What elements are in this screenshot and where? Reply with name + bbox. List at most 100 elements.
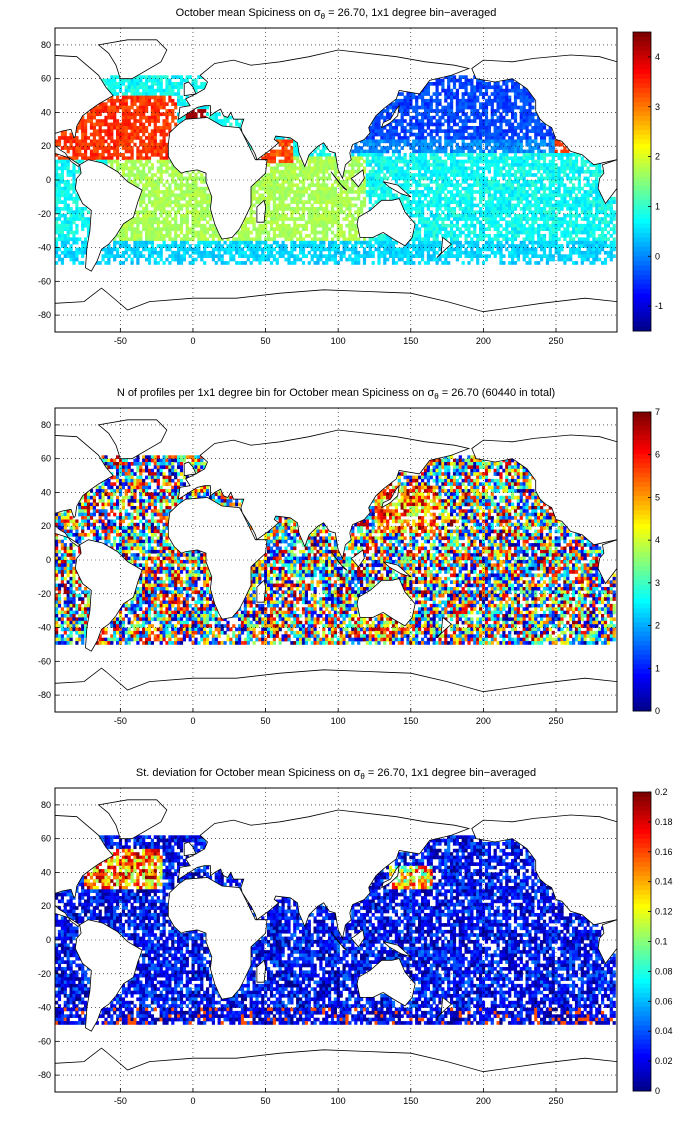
panel-2-title: N of profiles per 1x1 degree bin for Oct… bbox=[56, 387, 616, 401]
y-tick-label: -60 bbox=[38, 276, 51, 286]
colorbar-tick-label: 4 bbox=[655, 535, 660, 545]
x-tick-label: 50 bbox=[261, 336, 271, 346]
colorbar-tick-label: 0.04 bbox=[655, 1026, 673, 1036]
colorbar-3: 0.2 0.18 0.16 0.14 0.12 0.1 0.08 0.06 0.04 0.02 0 bbox=[632, 787, 673, 1096]
x-tick-label: -50 bbox=[114, 336, 127, 346]
y-tick-label: -80 bbox=[38, 690, 51, 700]
y-tick-label: -60 bbox=[38, 1036, 51, 1046]
y-tick-label: 60 bbox=[41, 74, 51, 84]
x-tick-label: 250 bbox=[548, 1096, 563, 1106]
colorbar-tick-label: 0.2 bbox=[655, 787, 668, 797]
y-tick-label: -20 bbox=[38, 589, 51, 599]
data-cells-layer bbox=[55, 75, 616, 265]
y-tick-label: 20 bbox=[41, 901, 51, 911]
y-tick-label: -40 bbox=[38, 243, 51, 253]
x-tick-label: 250 bbox=[548, 716, 563, 726]
gridlines bbox=[55, 788, 617, 1092]
y-tick-label: -80 bbox=[38, 310, 51, 320]
sigma-symbol: σ bbox=[427, 387, 435, 399]
x-tick-label: 100 bbox=[331, 716, 346, 726]
panel-3-title-suffix: = 26.70, 1x1 degree bin−averaged bbox=[364, 767, 537, 779]
colorbar-tick-label: 2 bbox=[655, 621, 660, 631]
y-tick-label: 20 bbox=[41, 521, 51, 531]
y-tick-label: 40 bbox=[41, 487, 51, 497]
y-tick-label: 60 bbox=[41, 454, 51, 464]
panel-3-title-text: St. deviation for October mean Spiciness… bbox=[135, 767, 354, 779]
colorbar-tick-label: 4 bbox=[655, 52, 660, 62]
colorbar-tick-label: 6 bbox=[655, 450, 660, 460]
data-cells-layer bbox=[55, 835, 616, 1025]
colorbar-tick-label: 0 bbox=[655, 1086, 660, 1096]
panel-2-title-text: N of profiles per 1x1 degree bin for Oct… bbox=[116, 387, 428, 399]
sigma-subscript: θ bbox=[320, 12, 326, 22]
colorbar-tick-label: 7 bbox=[655, 407, 660, 417]
y-tick-label: -20 bbox=[38, 969, 51, 979]
y-tick-label: 20 bbox=[41, 141, 51, 151]
sigma-subscript: θ bbox=[360, 772, 365, 782]
colorbar-tick-label: 0 bbox=[655, 251, 660, 261]
panel-1-title-suffix: = 26.70, 1x1 degree bin−averaged bbox=[325, 7, 497, 19]
colorbar-tick-label: 0.08 bbox=[655, 966, 673, 976]
x-tick-label: 100 bbox=[331, 336, 346, 346]
x-tick-label: 150 bbox=[403, 336, 418, 346]
colorbar-tick-label: 0.1 bbox=[655, 937, 668, 947]
colorbar-tick-label: 0 bbox=[655, 706, 660, 716]
x-tick-label: -50 bbox=[114, 716, 127, 726]
colorbar-tick-label: 1 bbox=[655, 201, 660, 211]
x-tick-label: 150 bbox=[403, 716, 418, 726]
y-tick-label: 60 bbox=[41, 834, 51, 844]
x-tick-label: 200 bbox=[476, 716, 491, 726]
y-tick-label: -60 bbox=[38, 656, 51, 666]
colorbar-1: 4 3 2 1 0 -1 bbox=[632, 31, 663, 332]
x-tick-label: 50 bbox=[261, 716, 271, 726]
sigma-subscript: θ bbox=[434, 392, 439, 402]
colorbar-tick-label: -1 bbox=[655, 301, 663, 311]
colorbar-tick-label: 0.18 bbox=[655, 817, 673, 827]
y-tick-label: 40 bbox=[41, 107, 51, 117]
x-tick-label: 250 bbox=[548, 336, 563, 346]
panel-1-title: October mean Spiciness on σθ = 26.70, 1x… bbox=[56, 7, 616, 21]
x-tick-label: 0 bbox=[190, 716, 195, 726]
x-tick-label: 50 bbox=[261, 1096, 271, 1106]
x-tick-label: 200 bbox=[476, 336, 491, 346]
panel-1-title-text: October mean Spiciness on bbox=[175, 7, 314, 19]
y-tick-label: 0 bbox=[46, 175, 51, 185]
colorbar-tick-label: 3 bbox=[655, 102, 660, 112]
x-tick-label: 200 bbox=[476, 1096, 491, 1106]
x-tick-label: 100 bbox=[331, 1096, 346, 1106]
x-tick-label: 150 bbox=[403, 1096, 418, 1106]
colorbar-tick-label: 0.12 bbox=[655, 907, 673, 917]
panel-2-title-suffix: = 26.70 (60440 in total) bbox=[438, 387, 556, 399]
y-tick-label: 0 bbox=[46, 935, 51, 945]
colorbar-tick-label: 3 bbox=[655, 578, 660, 588]
colorbar-tick-label: 0.02 bbox=[655, 1056, 673, 1066]
colorbar-tick-label: 2 bbox=[655, 152, 660, 162]
colorbar-tick-label: 0.06 bbox=[655, 996, 673, 1006]
data-cells-layer bbox=[55, 455, 616, 645]
y-tick-label: 80 bbox=[41, 800, 51, 810]
colorbar-tick-label: 1 bbox=[655, 663, 660, 673]
colorbar-2: 7 6 5 4 3 2 1 0 bbox=[632, 407, 660, 716]
coastline-layer bbox=[55, 39, 617, 332]
colorbar-tick-label: 0.14 bbox=[655, 877, 673, 887]
gridlines bbox=[55, 408, 617, 712]
y-tick-label: 0 bbox=[46, 555, 51, 565]
y-tick-label: -40 bbox=[38, 1003, 51, 1013]
x-tick-label: 0 bbox=[190, 336, 195, 346]
gridlines bbox=[55, 28, 617, 332]
y-tick-label: 80 bbox=[41, 420, 51, 430]
sigma-symbol: σ bbox=[353, 767, 361, 779]
colorbar-tick-label: 0.16 bbox=[655, 847, 673, 857]
y-tick-label: -40 bbox=[38, 623, 51, 633]
sigma-symbol: σ bbox=[313, 7, 321, 19]
y-tick-label: 40 bbox=[41, 867, 51, 877]
y-tick-label: -80 bbox=[38, 1070, 51, 1080]
x-tick-label: -50 bbox=[114, 1096, 127, 1106]
colorbar-tick-label: 5 bbox=[655, 492, 660, 502]
coastline-layer bbox=[55, 799, 617, 1092]
y-tick-label: 80 bbox=[41, 40, 51, 50]
